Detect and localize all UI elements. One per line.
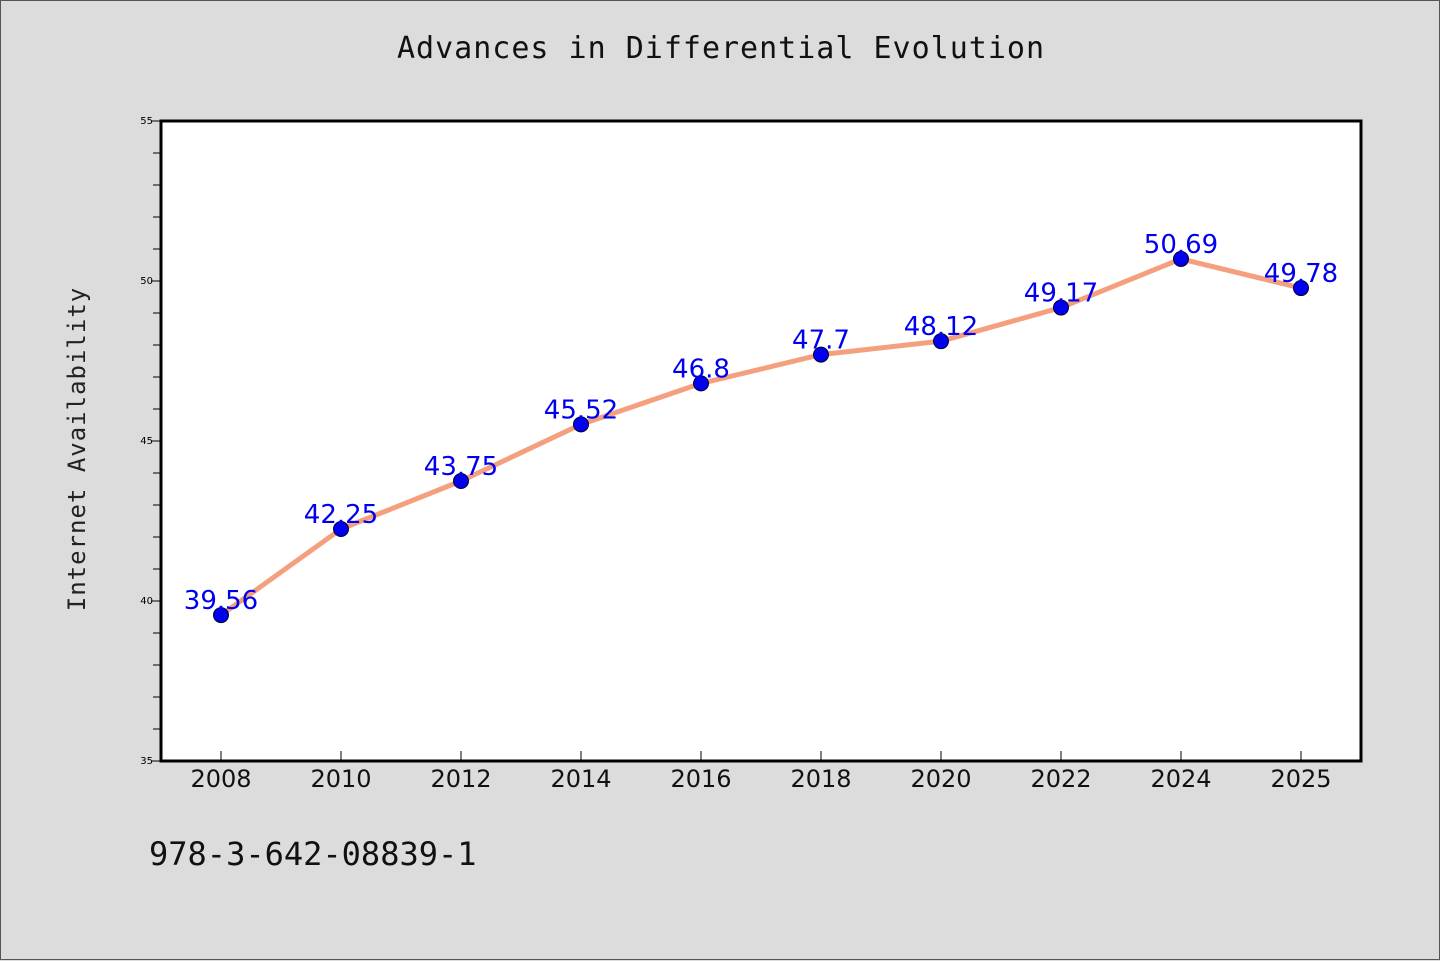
data-label: 48.12 xyxy=(904,312,978,342)
y-tick-label: 45 xyxy=(140,436,153,447)
data-label: 39.56 xyxy=(184,586,258,616)
chart-title: Advances in Differential Evolution xyxy=(396,31,1046,66)
y-tick-label: 55 xyxy=(140,116,153,127)
data-label: 46.8 xyxy=(672,354,730,384)
series-line xyxy=(218,256,1304,618)
data-point xyxy=(1293,280,1309,297)
data-label: 50.69 xyxy=(1144,230,1218,260)
data-label: 43.75 xyxy=(424,452,498,482)
footer-code: 978-3-642-08839-1 xyxy=(149,835,477,873)
data-point xyxy=(573,416,589,433)
y-tick-label: 35 xyxy=(140,756,153,767)
x-tick-label: 2016 xyxy=(670,765,731,793)
x-tick-label: 2010 xyxy=(310,765,371,793)
y-tick-label: 50 xyxy=(140,276,153,287)
data-label: 49.78 xyxy=(1264,259,1338,289)
x-tick-label: 2008 xyxy=(190,765,251,793)
x-tick-label: 2018 xyxy=(790,765,851,793)
data-label: 42.25 xyxy=(304,500,378,530)
y-tick-label: 40 xyxy=(140,596,153,607)
x-tick-label: 2014 xyxy=(550,765,611,793)
data-label: 47.7 xyxy=(792,326,850,356)
data-point xyxy=(1053,299,1069,316)
data-point xyxy=(813,346,829,363)
data-point xyxy=(213,607,229,624)
x-tick-label: 2022 xyxy=(1030,765,1091,793)
x-tick-label: 2012 xyxy=(430,765,491,793)
x-tick-label: 2020 xyxy=(910,765,971,793)
x-tick-label: 2025 xyxy=(1270,765,1331,793)
data-point xyxy=(1173,250,1189,267)
x-tick-label: 2024 xyxy=(1150,765,1211,793)
data-label: 45.52 xyxy=(544,395,618,425)
data-point xyxy=(453,473,469,489)
data-point xyxy=(333,521,349,537)
plot-background xyxy=(159,119,1363,763)
data-point xyxy=(693,375,709,392)
data-point xyxy=(933,333,949,350)
data-label: 49.17 xyxy=(1024,279,1098,309)
